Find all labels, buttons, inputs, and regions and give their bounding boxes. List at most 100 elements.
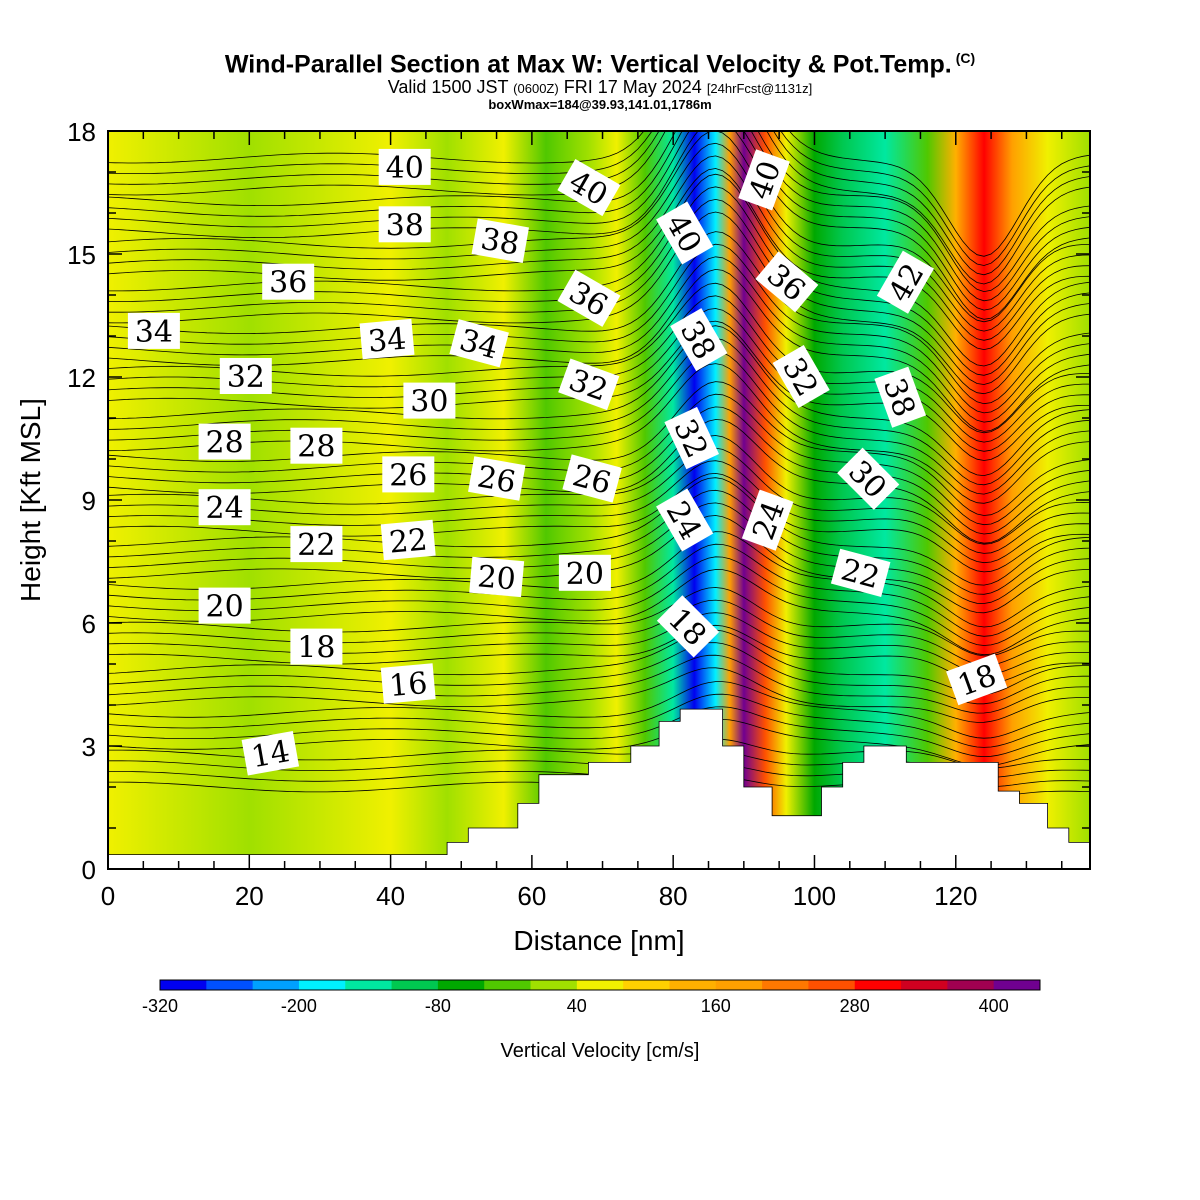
theta-contour-line (108, 256, 1090, 423)
contour-label-box (382, 456, 435, 493)
contour-label-box (198, 423, 251, 460)
valid-utc: (0600Z) (513, 81, 559, 97)
contour-label-text: 20 (206, 590, 244, 625)
colorbar-swatch (206, 980, 254, 990)
contour-label: 34 (359, 318, 415, 360)
contour-label-box (127, 312, 180, 349)
colorbar-tick-label: 160 (701, 996, 731, 1016)
theta-contour-line (108, 556, 1090, 646)
contour-label-box (403, 382, 456, 419)
contour-label: 30 (403, 382, 456, 420)
contour-label-box (469, 556, 525, 598)
y-tick-label: 9 (82, 486, 96, 516)
theta-contour-line (108, 350, 1090, 495)
chart-title-block: Wind-Parallel Section at Max W: Vertical… (0, 44, 1200, 112)
contour-label-text: 26 (389, 458, 427, 493)
contour-label-text: 20 (476, 559, 517, 597)
theta-contour-line (108, 612, 1090, 675)
theta-contour-line (108, 131, 1090, 311)
theta-contour-line (108, 325, 1090, 477)
valid-date: FRI 17 May 2024 (563, 77, 702, 98)
x-tick-label: 20 (235, 881, 264, 911)
x-tick-label: 80 (659, 881, 688, 911)
y-tick-label: 0 (82, 855, 96, 885)
y-axis-title: Height [Kft MSL] (15, 398, 46, 602)
contour-label-box (772, 344, 830, 409)
contour-label-box (198, 489, 251, 526)
theta-contour-line (108, 337, 1090, 486)
x-axis-title: Distance [nm] (513, 925, 684, 956)
chart-title: Wind-Parallel Section at Max W: Vertical… (0, 44, 1200, 78)
theta-contour-line (108, 569, 1090, 656)
contour-label: 26 (468, 456, 526, 501)
contour-label-text: 38 (386, 208, 424, 243)
contour-label-text: 36 (269, 266, 307, 301)
theta-contour-line (108, 477, 1090, 586)
contour-label-text: 28 (297, 430, 335, 465)
theta-contour-line (108, 131, 1090, 257)
contour-label: 36 (262, 263, 315, 301)
theta-contour-line (108, 363, 1090, 504)
contour-label-box (198, 587, 251, 624)
contour-label: 20 (558, 554, 611, 592)
colorbar-frame (159, 979, 1041, 991)
theta-contour-line (108, 654, 1090, 714)
valid-forecast: [24hrFcst@1131z] (706, 81, 813, 97)
theta-contour-line (108, 629, 1090, 695)
contour-label-box (876, 250, 935, 314)
theta-contour-line (108, 243, 1090, 414)
colorbar-swatch (762, 980, 809, 990)
contour-label-box (380, 663, 436, 704)
colorbar-swatch (252, 980, 300, 990)
contour-label-box (468, 456, 526, 501)
contour-label-box (837, 447, 900, 510)
colorbar-tick-label: -80 (425, 996, 451, 1016)
contour-label: 20 (469, 556, 525, 598)
contour-label-box (656, 201, 714, 265)
contour-label-box (558, 554, 611, 591)
colorbar-swatch (715, 980, 763, 990)
theta-contour-line (108, 587, 1090, 657)
theta-contour-line (108, 131, 1090, 266)
colorbar-tick-label: -200 (281, 996, 317, 1016)
contour-label: 38 (471, 218, 530, 263)
contour-label-box (874, 366, 927, 428)
colorbar-swatch (298, 980, 346, 990)
contour-label: 14 (241, 730, 300, 776)
y-tick-label: 6 (82, 609, 96, 639)
x-tick-label: 120 (934, 881, 977, 911)
terrain-outline (108, 708, 1090, 855)
theta-contour-line (108, 155, 1090, 341)
contour-label-box (656, 595, 720, 658)
contour-label: 40 (378, 148, 431, 186)
theta-contour-line (108, 472, 1090, 573)
theta-contour-line (108, 381, 1090, 516)
theta-contour-line (108, 447, 1090, 554)
contour-label-box (558, 358, 620, 411)
terrain-mask (108, 709, 1090, 869)
colorbar-tick-label: 40 (567, 996, 587, 1016)
theta-contour-line (108, 681, 1090, 739)
colorbar-swatch (530, 980, 578, 990)
contour-label: 24 (198, 489, 251, 526)
contour-label: 32 (219, 358, 272, 395)
contour-label-text: 34 (135, 315, 173, 350)
x-tick-label: 100 (793, 881, 836, 911)
potential-temperature-contours (108, 131, 1090, 797)
contour-label-box (380, 519, 436, 561)
theta-contour-line (108, 131, 1090, 320)
contour-label: 20 (198, 587, 251, 625)
colorbar-swatch (854, 980, 902, 990)
chart-title-text: Wind-Parallel Section at Max W: Vertical… (224, 50, 952, 79)
x-axis: 0 20 40 60 80 100 120 (101, 131, 1063, 911)
x-tick-label: 60 (517, 881, 546, 911)
colorbar-swatch (345, 980, 393, 990)
contour-label-box (290, 628, 343, 665)
contour-label: 26 (382, 456, 435, 493)
copyright-mark: (C) (955, 50, 976, 66)
contour-label-box (449, 319, 509, 368)
y-tick-label: 15 (67, 240, 96, 270)
theta-contour-line (108, 460, 1090, 564)
contour-label-text: 38 (478, 222, 522, 263)
